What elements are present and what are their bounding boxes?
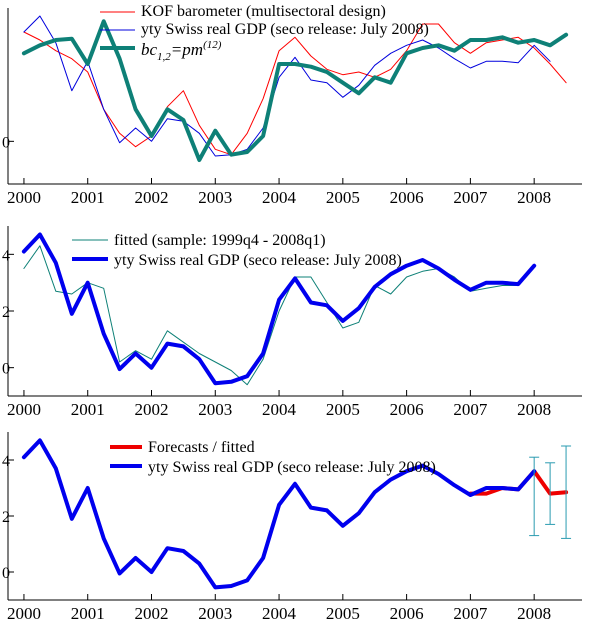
legend-label-gdp: yty Swiss real GDP (seco release: July 2… — [141, 21, 429, 38]
y-tick-label: 0 — [2, 565, 10, 582]
legend: fitted (sample: 1999q4 - 2008q1) yty Swi… — [72, 232, 402, 269]
x-tick-label: 2001 — [71, 188, 105, 207]
x-tick-label: 2002 — [135, 604, 169, 623]
series-line-0 — [23, 23, 567, 156]
legend-label-forecast: Forecasts / fitted — [148, 439, 255, 456]
x-tick-label: 2003 — [198, 400, 232, 419]
x-tick-label: 2000 — [7, 188, 41, 207]
y-tick-label: 4 — [2, 247, 10, 264]
legend: Forecasts / fitted yty Swiss real GDP (s… — [110, 439, 436, 476]
x-tick-label: 2007 — [453, 604, 488, 623]
series-group — [21, 438, 572, 590]
x-tick-label: 2001 — [71, 604, 105, 623]
legend-label-kof: KOF barometer (multisectoral design) — [141, 3, 386, 20]
error-bar — [545, 462, 556, 525]
legend-label-gdp: yty Swiss real GDP (seco release: July 2… — [114, 252, 402, 269]
x-tick-label: 2008 — [517, 604, 551, 623]
x-tick-label: 2000 — [7, 604, 41, 623]
x-tick-label: 2001 — [71, 400, 105, 419]
error-bar — [561, 445, 572, 539]
y-tick-label: 4 — [2, 453, 10, 470]
y-tick-label: 2 — [2, 509, 10, 526]
x-tick-label: 2003 — [198, 188, 232, 207]
series-line-1 — [21, 232, 537, 386]
x-tick-label: 2005 — [326, 188, 360, 207]
x-tick-label: 2004 — [262, 604, 297, 623]
series-line-1 — [23, 15, 551, 157]
x-tick-label: 2002 — [135, 188, 169, 207]
x-tick-label: 2008 — [517, 400, 551, 419]
y-tick-group: 0 — [2, 134, 14, 151]
x-tick-label: 2004 — [262, 400, 297, 419]
legend-label-fitted: fitted (sample: 1999q4 - 2008q1) — [114, 232, 326, 249]
x-tick-label: 2006 — [390, 188, 424, 207]
x-tick-label: 2005 — [326, 400, 360, 419]
x-tick-label: 2007 — [453, 188, 488, 207]
x-tick-group: 2000 2001 2002 2003 2004 2005 2006 2007 2008 — [7, 178, 551, 207]
y-tick-label: 0 — [2, 134, 10, 151]
x-tick-label: 2006 — [390, 604, 424, 623]
x-tick-label: 2002 — [135, 400, 169, 419]
panel-kof-barometer: 0 2000 2001 2002 2003 2004 2005 2006 2007 2008 K… — [2, 3, 582, 207]
x-tick-group: 2000 2001 2002 2003 2004 2005 2006 2007 2008 — [7, 594, 551, 623]
error-bar — [529, 456, 540, 537]
x-tick-label: 2008 — [517, 188, 551, 207]
series-group — [21, 232, 537, 386]
series-line-2 — [21, 19, 569, 162]
legend: KOF barometer (multisectoral design) yty… — [100, 3, 429, 63]
y-tick-label: 0 — [2, 361, 10, 378]
x-tick-label: 2006 — [390, 400, 424, 419]
panel-fitted: 0 2 4 2000 2001 2002 2003 2004 2005 2006 2007 2008… — [2, 226, 582, 419]
y-tick-group: 0 2 4 — [2, 453, 14, 582]
x-tick-group: 2000 2001 2002 2003 2004 2005 2006 2007 2008 — [7, 390, 551, 419]
x-tick-label: 2003 — [198, 604, 232, 623]
x-tick-label: 2007 — [453, 400, 488, 419]
y-tick-label: 2 — [2, 304, 10, 321]
panel-forecasts: 0 2 4 2000 2001 2002 2003 2004 2005 2006 2007 2008… — [2, 432, 582, 623]
y-tick-group: 0 2 4 — [2, 247, 14, 378]
x-tick-label: 2005 — [326, 604, 360, 623]
legend-label-gdp: yty Swiss real GDP (seco release: July 2… — [148, 459, 436, 476]
x-tick-label: 2004 — [262, 188, 297, 207]
x-tick-label: 2000 — [7, 400, 41, 419]
legend-label-bc12: bc1,2=pm(12) — [141, 39, 222, 63]
series-line-1 — [21, 438, 537, 590]
